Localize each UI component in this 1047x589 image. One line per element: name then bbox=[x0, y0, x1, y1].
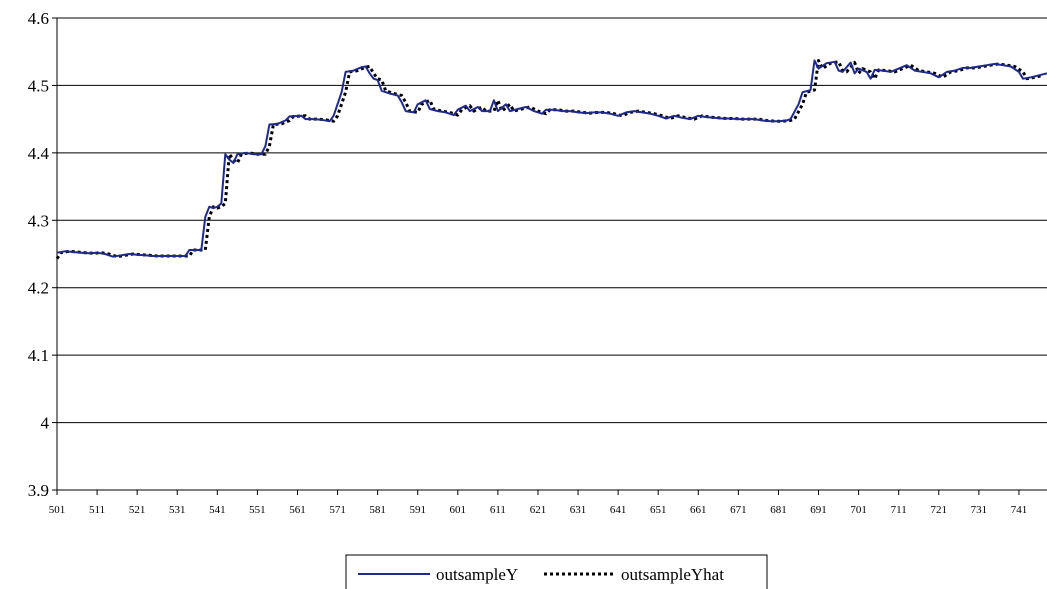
x-tick-label: 741 bbox=[1011, 504, 1028, 516]
x-tick-label: 711 bbox=[891, 504, 907, 516]
y-tick-label: 4.3 bbox=[28, 211, 49, 230]
legend-label-outsampley: outsampleY bbox=[436, 565, 518, 584]
x-tick-label: 701 bbox=[850, 504, 867, 516]
x-axis-ticks: 501 511 521 531 541 551 561 571 581 591 601 611 621 6… bbox=[49, 490, 1027, 516]
x-tick-label: 651 bbox=[650, 504, 667, 516]
x-tick-label: 591 bbox=[409, 504, 426, 516]
y-tick-label: 4 bbox=[41, 414, 50, 433]
x-tick-label: 671 bbox=[730, 504, 747, 516]
x-tick-label: 551 bbox=[249, 504, 266, 516]
x-tick-label: 621 bbox=[530, 504, 547, 516]
x-tick-label: 571 bbox=[329, 504, 346, 516]
x-tick-label: 561 bbox=[289, 504, 306, 516]
legend-label-outsampleyhat: outsampleYhat bbox=[621, 565, 724, 584]
axes bbox=[56, 18, 1047, 491]
x-tick-label: 601 bbox=[450, 504, 467, 516]
x-tick-label: 611 bbox=[490, 504, 506, 516]
legend: outsampleY outsampleYhat bbox=[345, 554, 768, 589]
x-tick-label: 691 bbox=[810, 504, 827, 516]
x-tick-label: 661 bbox=[690, 504, 707, 516]
x-tick-label: 581 bbox=[369, 504, 386, 516]
x-tick-label: 511 bbox=[89, 504, 105, 516]
x-tick-label: 521 bbox=[129, 504, 146, 516]
gridlines bbox=[57, 17, 1047, 424]
x-tick-label: 631 bbox=[570, 504, 587, 516]
series-outsampleyhat-line bbox=[55, 59, 1044, 260]
series-layer bbox=[55, 59, 1047, 260]
x-tick-label: 731 bbox=[971, 504, 988, 516]
y-tick-label: 4.5 bbox=[28, 76, 49, 95]
y-tick-label: 4.4 bbox=[28, 144, 50, 163]
legend-box bbox=[345, 554, 768, 589]
x-tick-label: 721 bbox=[931, 504, 948, 516]
y-tick-label: 3.9 bbox=[28, 481, 49, 500]
x-tick-label: 541 bbox=[209, 504, 226, 516]
y-tick-label: 4.1 bbox=[28, 346, 49, 365]
x-tick-label: 531 bbox=[169, 504, 186, 516]
y-tick-label: 4.2 bbox=[28, 279, 49, 298]
x-tick-label: 641 bbox=[610, 504, 627, 516]
y-axis-ticks: 3.9 4 4.1 4.2 4.3 4.4 4.5 4.6 bbox=[28, 9, 57, 500]
x-tick-label: 501 bbox=[49, 504, 66, 516]
y-tick-label: 4.6 bbox=[28, 9, 49, 28]
series-outsampley-line bbox=[56, 59, 1047, 258]
x-tick-label: 681 bbox=[770, 504, 787, 516]
